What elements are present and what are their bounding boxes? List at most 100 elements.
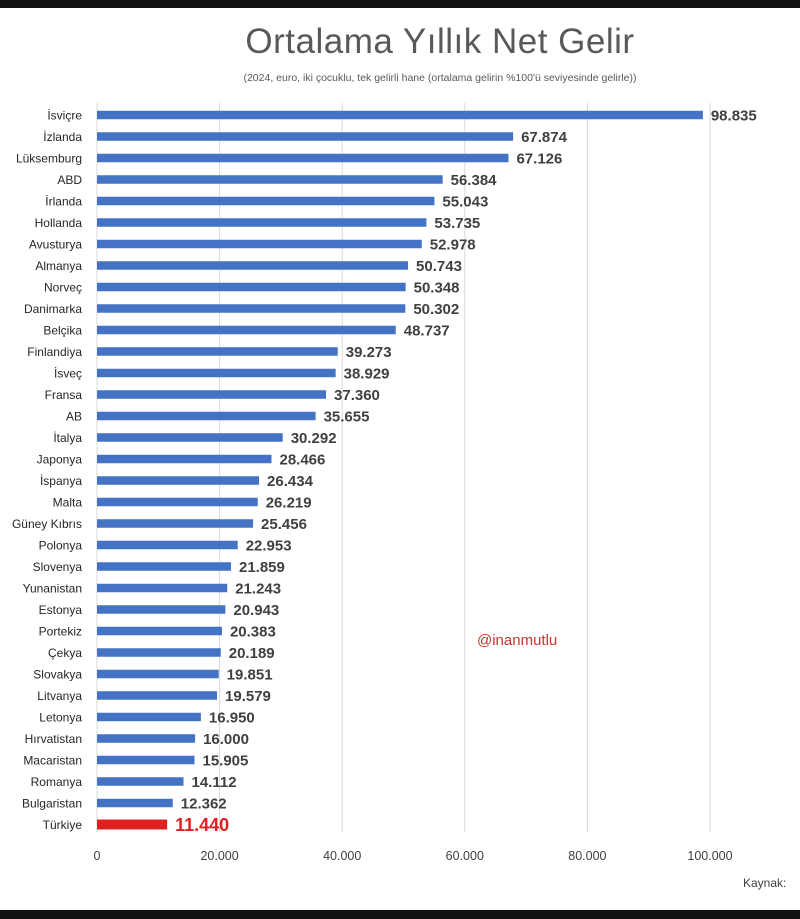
- bar: [97, 755, 195, 765]
- category-label: Portekiz: [39, 625, 82, 639]
- bar: [97, 304, 406, 313]
- category-label: İzlanda: [43, 130, 82, 144]
- category-label: AB: [66, 410, 82, 424]
- bar: [97, 368, 336, 378]
- category-label: İsveç: [54, 367, 82, 381]
- category-label: Çekya: [48, 646, 82, 660]
- category-label: Slovenya: [33, 560, 83, 574]
- bar: [97, 626, 222, 636]
- bar: [97, 282, 406, 292]
- chart-title: Ortalama Yıllık Net Gelir: [245, 22, 635, 61]
- value-label: 98.835: [711, 108, 757, 125]
- bar: [97, 218, 427, 227]
- bar: [97, 497, 258, 507]
- category-label: Türkiye: [43, 818, 83, 832]
- value-label: 20.943: [233, 602, 279, 619]
- value-label: 26.434: [267, 473, 314, 490]
- bar: [97, 798, 173, 808]
- category-label: Litvanya: [37, 689, 82, 703]
- value-label: 26.219: [266, 495, 312, 512]
- value-label: 19.851: [227, 667, 273, 684]
- x-tick-label: 60.000: [446, 849, 484, 863]
- chart-subtitle: (2024, euro, iki çocuklu, tek gelirli ha…: [243, 72, 637, 84]
- value-label: 16.950: [209, 710, 255, 727]
- value-label: 28.466: [279, 452, 325, 469]
- bar: [97, 540, 238, 550]
- category-label: İrlanda: [45, 195, 82, 209]
- bar: [97, 734, 196, 743]
- category-label: Malta: [53, 496, 83, 510]
- value-label: 53.735: [434, 215, 480, 232]
- value-label: 38.929: [344, 366, 390, 383]
- top-border: [0, 0, 800, 8]
- category-label: ABD: [57, 173, 82, 187]
- watermark: @inanmutlu: [477, 632, 558, 649]
- bar: [97, 648, 221, 657]
- bar: [97, 712, 201, 722]
- category-label: İtalya: [53, 431, 82, 445]
- category-label: Hollanda: [35, 216, 83, 230]
- category-label: İsviçre: [47, 109, 82, 123]
- bar: [97, 562, 231, 571]
- bar: [97, 153, 509, 163]
- value-label: 50.743: [416, 258, 462, 275]
- bar: [97, 411, 316, 421]
- category-label: Japonya: [37, 453, 83, 467]
- source-label: Kaynak:: [743, 876, 787, 890]
- category-label: Macaristan: [23, 754, 82, 768]
- bar: [97, 110, 703, 120]
- bar: [97, 239, 422, 249]
- category-label: Bulgaristan: [22, 797, 82, 811]
- bar: [97, 390, 327, 399]
- value-label: 55.043: [442, 194, 488, 211]
- value-label: 50.348: [414, 280, 460, 297]
- value-label: 50.302: [413, 301, 459, 318]
- category-label: Romanya: [31, 775, 83, 789]
- bar: [97, 325, 396, 335]
- value-label: 21.859: [239, 559, 285, 576]
- bar: [97, 691, 218, 700]
- bar: [97, 433, 283, 442]
- category-label: Lüksemburg: [16, 152, 82, 166]
- bar: [97, 347, 338, 356]
- value-label: 21.243: [235, 581, 281, 598]
- category-label: Hırvatistan: [25, 732, 82, 746]
- category-label: Güney Kıbrıs: [12, 517, 82, 531]
- bar: [97, 519, 254, 528]
- category-label: Almanya: [35, 259, 82, 273]
- category-label: Estonya: [39, 603, 83, 617]
- x-tick-label: 20.000: [200, 849, 238, 863]
- value-label: 12.362: [181, 796, 227, 813]
- value-label: 67.126: [516, 151, 562, 168]
- value-label: 37.360: [334, 387, 380, 404]
- bar: [97, 476, 260, 485]
- category-label: Slovakya: [33, 668, 82, 682]
- bar: [97, 819, 168, 830]
- bar: [97, 261, 409, 270]
- value-label: 67.874: [521, 129, 568, 146]
- category-label: Polonya: [39, 539, 83, 553]
- bottom-border: [0, 910, 800, 919]
- x-tick-label: 80.000: [568, 849, 606, 863]
- bar: [97, 669, 219, 679]
- x-tick-label: 40.000: [323, 849, 361, 863]
- category-label: Letonya: [39, 711, 82, 725]
- bar: [97, 454, 272, 464]
- value-label: 20.383: [230, 624, 276, 641]
- value-label: 52.978: [430, 237, 476, 254]
- category-label: Yunanistan: [23, 582, 82, 596]
- category-label: Fransa: [45, 388, 83, 402]
- value-label: 20.189: [229, 645, 275, 662]
- value-label: 14.112: [192, 774, 237, 791]
- bar: [97, 175, 443, 184]
- value-label: 16.000: [203, 731, 249, 748]
- category-label: Danimarka: [24, 302, 82, 316]
- value-label: 35.655: [324, 409, 370, 426]
- value-label: 11.440: [175, 815, 229, 835]
- category-label: Avusturya: [29, 238, 82, 252]
- value-label: 39.273: [346, 344, 392, 361]
- bar: [97, 605, 226, 614]
- bar: [97, 196, 435, 206]
- x-tick-label: 0: [94, 849, 101, 863]
- bar: [97, 583, 228, 593]
